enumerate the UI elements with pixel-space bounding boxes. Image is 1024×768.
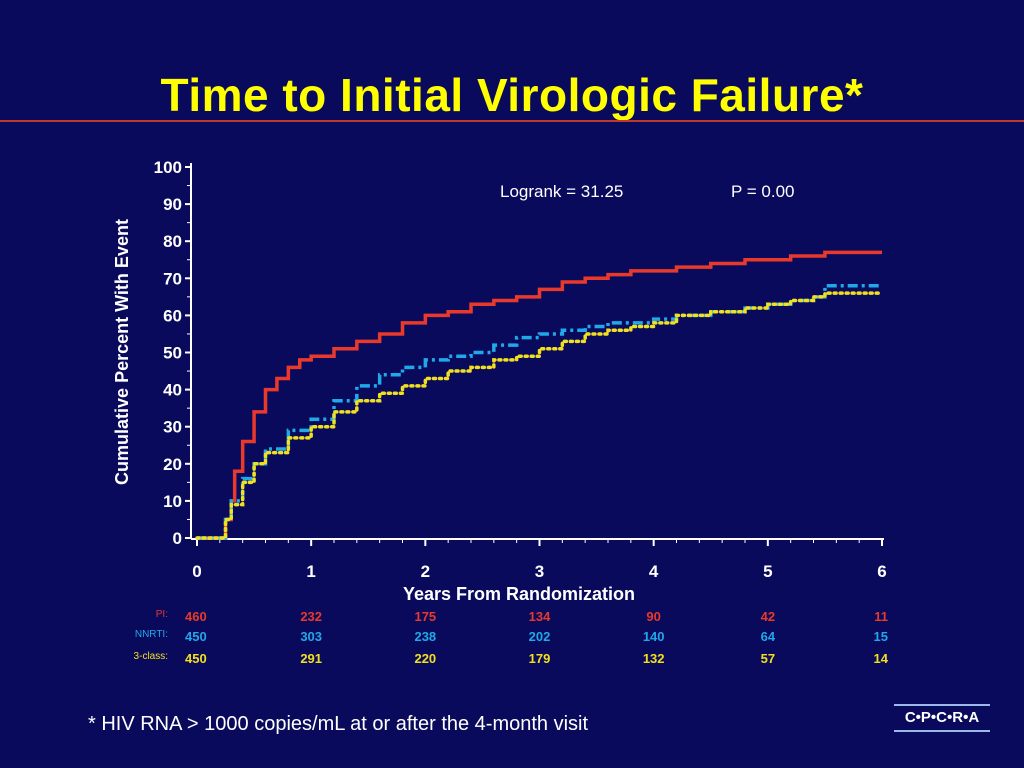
slide-title: Time to Initial Virologic Failure* <box>160 69 864 121</box>
y-tick-label: 30 <box>163 418 182 437</box>
y-tick-label: 40 <box>163 381 182 400</box>
y-tick-label: 80 <box>163 232 182 251</box>
footnote: * HIV RNA > 1000 copies/mL at or after t… <box>88 713 589 735</box>
logrank-annotation: Logrank = 31.25 <box>500 182 623 201</box>
x-axis-title: Years From Randomization <box>403 584 635 604</box>
at-risk-value: 134 <box>529 609 551 624</box>
x-tick-label: 6 <box>877 562 886 581</box>
at-risk-row-label: 3-class: <box>134 651 168 662</box>
y-tick-label: 90 <box>163 195 182 214</box>
at-risk-value: 450 <box>185 651 207 666</box>
y-tick-label: 70 <box>163 269 182 288</box>
at-risk-value: 238 <box>414 629 436 644</box>
x-tick-label: 5 <box>763 562 772 581</box>
x-tick-label: 0 <box>192 562 201 581</box>
y-tick-label: 10 <box>163 492 182 511</box>
y-tick-label: 20 <box>163 455 182 474</box>
at-risk-value: 202 <box>529 629 551 644</box>
at-risk-value: 42 <box>761 609 775 624</box>
at-risk-value: 460 <box>185 609 207 624</box>
series-line-0 <box>197 250 882 540</box>
y-tick-label: 50 <box>163 344 182 363</box>
at-risk-value: 14 <box>874 651 889 666</box>
cpcra-logo: C•P•C•R•A <box>894 704 990 732</box>
p-value-annotation: P = 0.00 <box>731 182 795 201</box>
series-line-2 <box>195 291 884 540</box>
at-risk-value: 11 <box>874 609 888 624</box>
at-risk-value: 291 <box>300 651 322 666</box>
y-tick-label: 100 <box>154 158 182 177</box>
x-tick-label: 3 <box>535 562 544 581</box>
x-tick-label: 4 <box>649 562 659 581</box>
at-risk-row-label: PI: <box>156 609 168 620</box>
title-divider <box>0 120 1024 122</box>
at-risk-value: 140 <box>643 629 665 644</box>
y-tick-label: 0 <box>173 529 182 548</box>
at-risk-value: 232 <box>300 609 322 624</box>
y-tick-label: 60 <box>163 306 182 325</box>
x-tick-label: 1 <box>306 562 315 581</box>
at-risk-value: 64 <box>761 629 776 644</box>
at-risk-value: 90 <box>646 609 660 624</box>
at-risk-value: 132 <box>643 651 665 666</box>
y-axis-title: Cumulative Percent With Event <box>112 219 132 485</box>
at-risk-value: 15 <box>874 629 888 644</box>
series-line-1 <box>197 283 882 540</box>
at-risk-value: 450 <box>185 629 207 644</box>
at-risk-value: 179 <box>529 651 551 666</box>
at-risk-value: 303 <box>300 629 322 644</box>
at-risk-value: 220 <box>414 651 436 666</box>
at-risk-row-label: NNRTI: <box>135 629 168 640</box>
at-risk-value: 175 <box>414 609 436 624</box>
x-tick-label: 2 <box>421 562 430 581</box>
at-risk-value: 57 <box>761 651 775 666</box>
